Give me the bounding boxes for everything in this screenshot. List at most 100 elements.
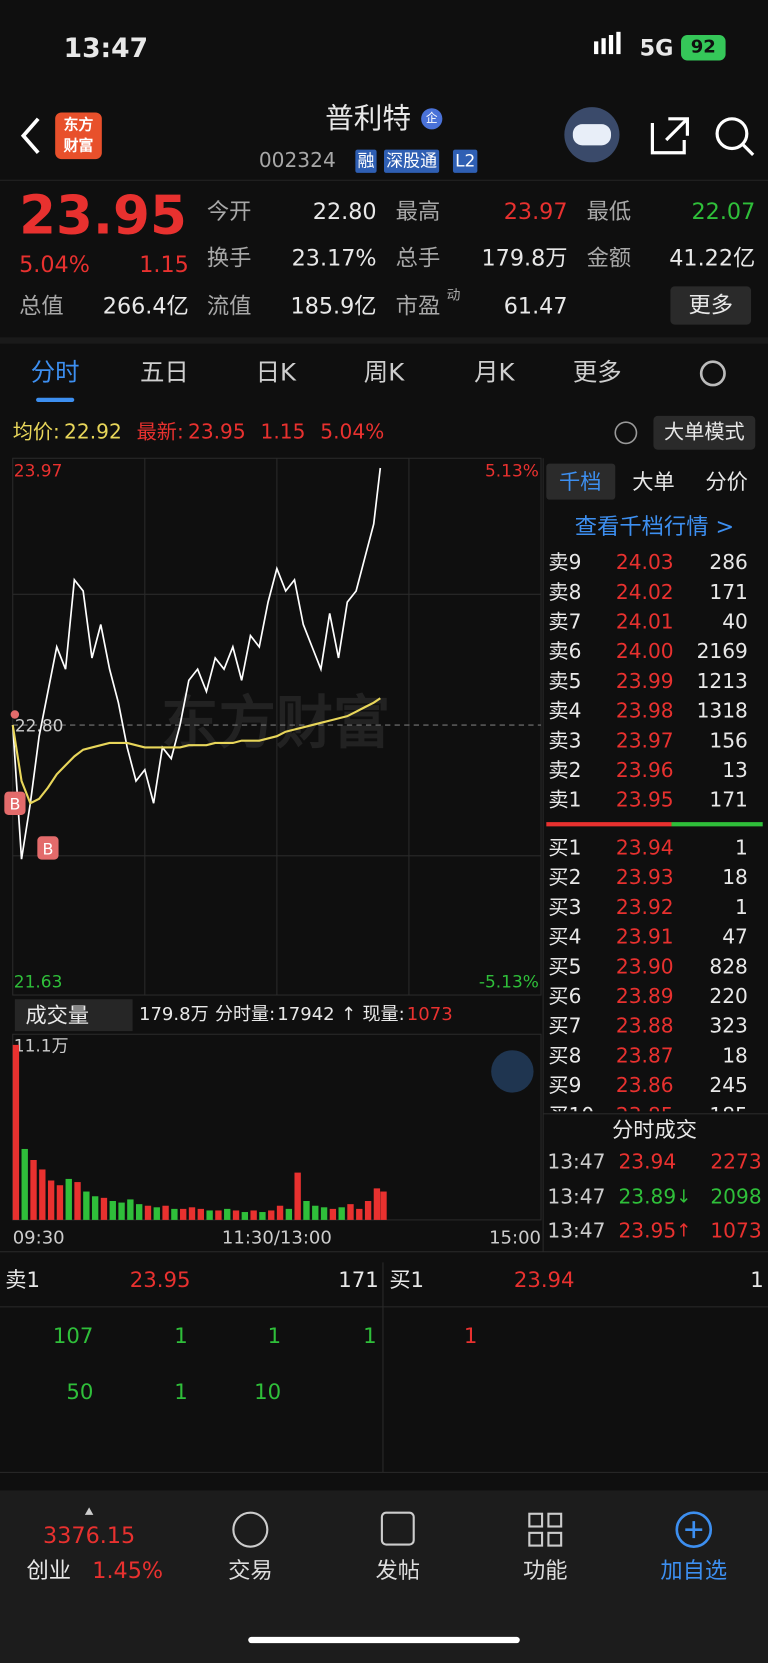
stat-label: 总手	[395, 245, 441, 272]
stat-value: 179.8万	[481, 245, 568, 272]
mode-button-bg[interactable]	[653, 415, 756, 450]
period-tab[interactable]: 更多	[572, 359, 622, 387]
more-button[interactable]: 更多	[688, 292, 734, 318]
period-tab[interactable]: 月K	[474, 359, 515, 387]
book-price: 24.02	[615, 580, 674, 605]
help-icon[interactable]	[614, 421, 638, 445]
volume-current-label: 现量:	[362, 1004, 405, 1026]
badge: 企	[421, 108, 443, 130]
book-label: 卖7	[548, 610, 582, 634]
trade-volume: 2098	[710, 1184, 762, 1209]
info-avg-label: 均价:	[12, 420, 60, 444]
y-tick-label: 11.1万	[14, 1036, 69, 1056]
book-tab[interactable]: 大单	[632, 468, 675, 495]
period-tab[interactable]: 周K	[363, 359, 405, 387]
queue-price: 23.94	[513, 1266, 575, 1293]
buy-marker-label: B	[42, 839, 53, 858]
book-price: 24.01	[615, 610, 674, 634]
x-tick-label: 11:30/13:00	[222, 1227, 332, 1248]
func-icon	[547, 1512, 563, 1528]
volume-bar	[39, 1169, 46, 1220]
tab-underline	[36, 397, 75, 403]
book-price: 23.95	[615, 788, 674, 813]
func-icon[interactable]	[528, 1512, 544, 1528]
add-icon[interactable]	[675, 1511, 713, 1548]
queue-order: 1	[174, 1379, 188, 1405]
app-logo[interactable]	[55, 112, 102, 160]
share-icon[interactable]	[650, 117, 689, 155]
volume-bar	[338, 1207, 345, 1220]
y-tick-label: 21.63	[14, 973, 63, 993]
more-button-bg[interactable]	[670, 286, 752, 325]
book-volume: 245	[709, 1074, 748, 1098]
settings-icon[interactable]	[699, 360, 726, 387]
book-price: 23.89	[615, 984, 674, 1009]
queue-order: 1	[267, 1322, 282, 1349]
stat-value: 41.22亿	[669, 245, 756, 272]
signal-icon	[594, 41, 599, 55]
mode-button[interactable]: 大单模式	[664, 420, 745, 444]
period-tab[interactable]: 五日	[140, 359, 189, 387]
queue-label: 卖1	[5, 1266, 41, 1293]
book-volume: 185	[709, 1103, 748, 1128]
reference-dot	[10, 710, 20, 719]
trade-icon[interactable]	[232, 1511, 269, 1548]
y2-tick-label: -5.13%	[479, 973, 539, 993]
book-volume: 171	[709, 580, 748, 605]
volume-bar	[135, 1204, 143, 1220]
book-price: 23.88	[615, 1014, 674, 1038]
queue-order: 1	[363, 1322, 377, 1349]
search-icon-handle	[741, 143, 755, 157]
stat-label: 最高	[395, 198, 441, 225]
x-tick-label: 09:30	[13, 1227, 65, 1248]
trade-price: 23.95	[618, 1219, 677, 1243]
volume-bar	[364, 1200, 372, 1220]
volume-bar	[127, 1199, 134, 1220]
queue-label: 买1	[389, 1266, 425, 1293]
expand-button[interactable]	[491, 1050, 534, 1093]
volume-bar	[100, 1197, 108, 1220]
stat-label: 流值	[206, 293, 252, 319]
trade-volume: 1073	[710, 1219, 762, 1243]
index-value: 3376.15	[43, 1522, 136, 1549]
back-icon[interactable]	[20, 117, 40, 154]
book-tab[interactable]: 分价	[705, 468, 748, 495]
volume-bar	[380, 1191, 387, 1220]
book-price: 23.86	[615, 1074, 674, 1098]
stat-label: 换手	[206, 245, 252, 272]
change: 1.15	[139, 251, 189, 278]
volume-bar	[171, 1208, 178, 1220]
book-volume: 1	[735, 895, 748, 920]
queue-volume: 171	[338, 1266, 379, 1293]
volume-selector[interactable]	[14, 999, 133, 1032]
stock-code: 002324	[258, 149, 336, 173]
volume-minute-label: 分时量:	[214, 1004, 276, 1026]
add-icon	[685, 1521, 703, 1539]
volume-bar	[232, 1210, 240, 1220]
book-volume: 156	[709, 729, 748, 753]
period-tab[interactable]: 分时	[30, 359, 80, 387]
volume-bar	[12, 1044, 20, 1220]
up-icon	[84, 1507, 94, 1515]
stat-value: 266.4亿	[102, 293, 189, 319]
signal-icon	[608, 35, 614, 55]
book-volume: 323	[709, 1014, 748, 1038]
book-tab[interactable]: 千档	[559, 468, 602, 495]
battery	[681, 35, 726, 61]
volume-minute: 17942	[277, 1004, 335, 1026]
volume-bar	[47, 1180, 55, 1220]
tab-item[interactable]: 交易	[228, 1557, 273, 1584]
tab-item[interactable]: 发帖	[375, 1557, 421, 1584]
book-volume: 220	[709, 984, 748, 1009]
search-icon[interactable]	[715, 117, 749, 151]
book-link[interactable]: 查看千档行情 >	[574, 513, 735, 540]
period-tab[interactable]: 日K	[255, 359, 297, 387]
volume-arrow: ↑	[341, 1004, 357, 1026]
post-icon[interactable]	[380, 1511, 415, 1546]
book-label: 买2	[548, 866, 582, 890]
tab-item[interactable]: 加自选	[660, 1557, 728, 1584]
last-price: 23.95	[19, 184, 187, 247]
book-price: 23.85	[615, 1103, 674, 1128]
tab-item[interactable]: 功能	[522, 1557, 568, 1584]
